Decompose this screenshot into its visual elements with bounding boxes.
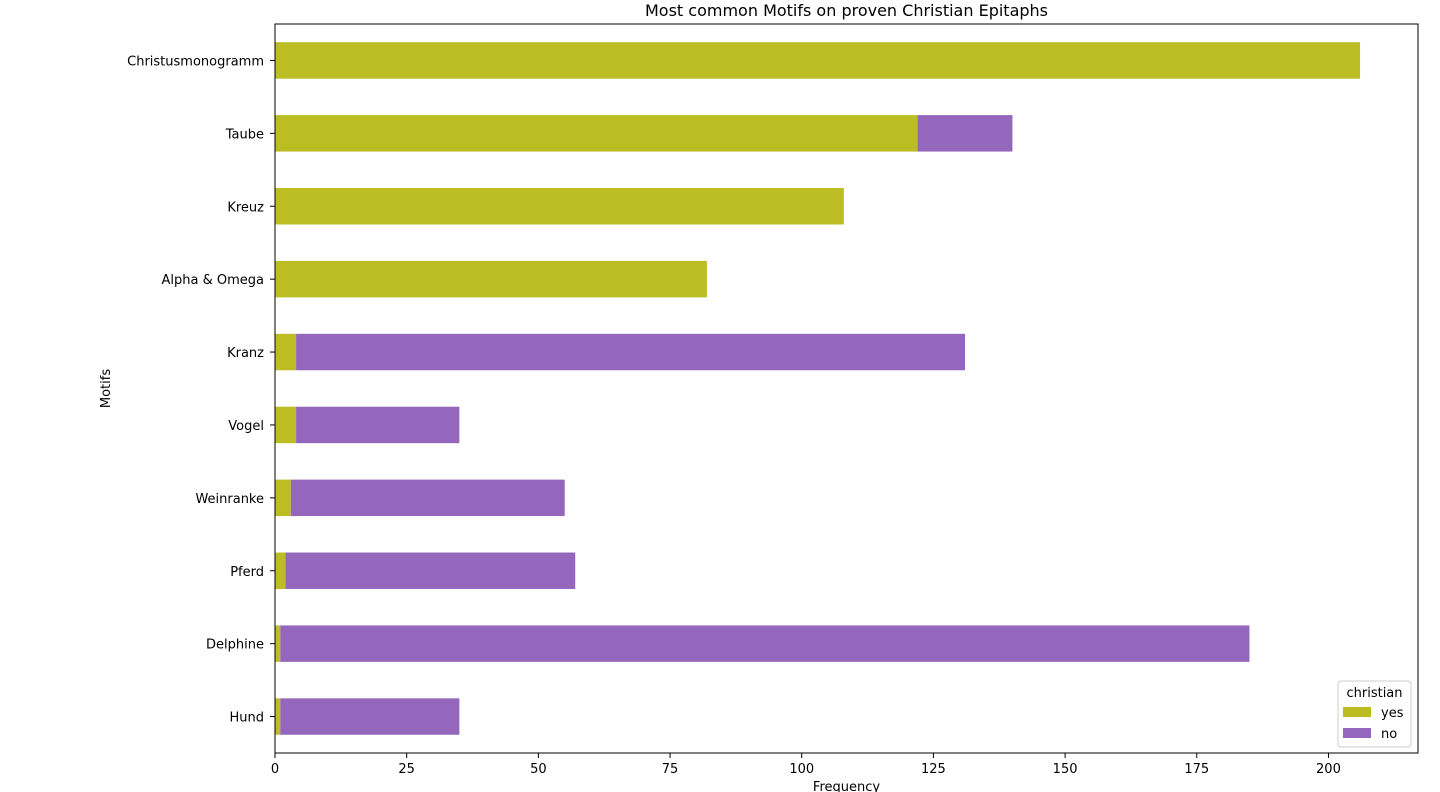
x-tick-label: 200 (1316, 762, 1341, 777)
bar-no-4 (296, 333, 966, 371)
legend-swatch-no (1343, 728, 1371, 738)
y-tick-label: Kranz (227, 346, 264, 361)
y-tick-label: Delphine (206, 638, 264, 653)
bar-yes-6 (275, 479, 291, 517)
bar-yes-2 (275, 188, 844, 225)
bar-yes-1 (275, 115, 918, 152)
y-tick-label: Hund (229, 711, 264, 726)
x-tick-label: 100 (789, 762, 814, 777)
legend: christian yes no (1337, 680, 1412, 748)
bar-yes-3 (275, 260, 707, 298)
bar-yes-0 (275, 42, 1361, 79)
y-axis: Christusmonogramm Taube Kreuz Alpha & Omega… (127, 54, 275, 726)
y-tick-label: Weinranke (195, 492, 264, 507)
x-axis: 0 25 50 75 100 125 150 175 200 (271, 753, 1341, 777)
bar-no-6 (290, 479, 565, 517)
x-tick-label: 75 (662, 762, 679, 777)
y-tick-label: Kreuz (227, 200, 264, 215)
bar-yes-9 (275, 698, 281, 735)
legend-label-no: no (1381, 727, 1397, 742)
y-tick-label: Vogel (228, 419, 264, 434)
x-tick-label: 25 (398, 762, 415, 777)
legend-title: christian (1346, 686, 1402, 701)
x-axis-title: Frequency (813, 780, 880, 792)
y-axis-title: Motifs (99, 369, 114, 408)
bar-yes-8 (275, 625, 281, 662)
chart-title: Most common Motifs on proven Christian E… (645, 1, 1048, 20)
x-tick-label: 0 (271, 762, 279, 777)
y-tick-label: Pferd (230, 565, 264, 580)
x-tick-label: 50 (530, 762, 547, 777)
x-tick-label: 125 (921, 762, 946, 777)
plot-frame (274, 23, 1419, 754)
y-tick-label: Taube (225, 127, 264, 142)
x-tick-label: 150 (1053, 762, 1078, 777)
y-tick-label: Christusmonogramm (127, 54, 264, 69)
bar-no-9 (280, 698, 460, 735)
bar-yes-5 (275, 406, 297, 444)
x-tick-label: 175 (1184, 762, 1209, 777)
bar-yes-7 (275, 552, 286, 589)
legend-entries: yes no (1343, 706, 1404, 742)
bar-no-8 (280, 625, 1250, 662)
legend-swatch-yes (1343, 707, 1371, 717)
bars (275, 42, 1361, 735)
bar-no-7 (285, 552, 576, 589)
bar-no-5 (296, 406, 460, 444)
bar-no-1 (917, 115, 1013, 152)
legend-label-yes: yes (1381, 706, 1404, 721)
bar-yes-4 (275, 333, 297, 371)
y-tick-label: Alpha & Omega (162, 273, 264, 288)
